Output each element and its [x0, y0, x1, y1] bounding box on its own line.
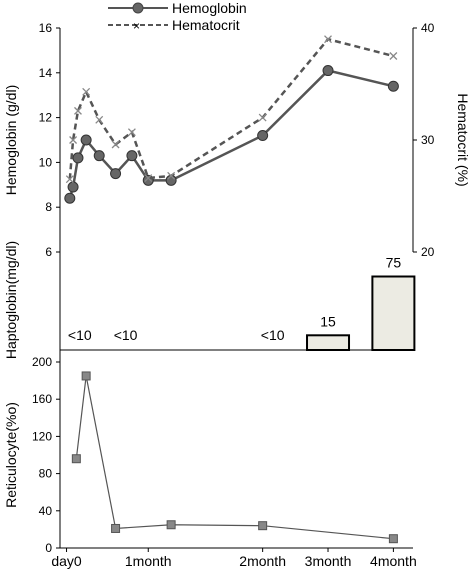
hematocrit-point [167, 171, 176, 180]
haptoglobin-below-limit-label: <10 [68, 327, 92, 343]
reticulocyte-point [71, 454, 81, 464]
left-tick-label: 10 [39, 155, 53, 169]
legend-hemoglobin-label: Hemoglobin [172, 0, 247, 16]
left-tick-label: 8 [45, 200, 52, 214]
reticulocyte-panel: 0 40 80 120 160 200 Reticulocyte(%o) day0 1mon… [3, 350, 417, 569]
x-tick-label: 1month [125, 553, 172, 569]
reticulocyte-line [75, 375, 394, 540]
hemoglobin-hematocrit-panel: 6 8 10 12 14 16 20 30 40 Hemoglobin (g/dl) Hema… [3, 21, 471, 259]
reticulocyte-point [111, 523, 121, 533]
x-tick-label: 3month [305, 553, 352, 569]
panel-a-right-ticks: 20 30 40 [413, 21, 435, 259]
haptoglobin-bar-label: 75 [386, 255, 402, 271]
hematocrit-point [74, 106, 82, 115]
haptoglobin-bar [371, 275, 416, 351]
x-tick-label: day0 [51, 553, 82, 569]
hemoglobin-axis-label: Hemoglobin (g/dl) [3, 85, 19, 196]
hematocrit-point [111, 140, 120, 149]
right-tick-label: 30 [421, 133, 435, 147]
hemoglobin-point [322, 65, 334, 77]
hematocrit-point [65, 175, 74, 184]
hematocrit-point [324, 35, 332, 44]
reticulocyte-tick-label: 80 [39, 467, 53, 481]
hemoglobin-point [126, 150, 138, 162]
hemoglobin-point [67, 181, 79, 193]
haptoglobin-bar [306, 334, 351, 351]
reticulocyte-point [258, 521, 268, 531]
haptoglobin-below-limit-label: <10 [261, 327, 285, 343]
reticulocyte-tick-label: 0 [45, 541, 52, 555]
legend-hemoglobin-marker [132, 2, 144, 14]
reticulocyte-tick-label: 160 [32, 392, 52, 406]
hematocrit-point [69, 136, 78, 144]
reticulocyte-axis-label: Reticulocyte(%o) [3, 402, 19, 508]
legend-hematocrit-marker: × [133, 19, 140, 33]
haptoglobin-bar-label: 15 [320, 313, 336, 329]
hematocrit-point [82, 87, 91, 96]
left-tick-label: 14 [39, 66, 53, 80]
haptoglobin-axis-label: Haptoglobin(mg/dl) [3, 241, 19, 359]
reticulocyte-tick-label: 40 [39, 504, 53, 518]
x-tick-label: 4month [370, 553, 417, 569]
hemoglobin-point [110, 168, 122, 180]
hemoglobin-point [72, 152, 84, 164]
panel-b-bars: <10 <10 <10 15 75 [68, 255, 416, 351]
hematocrit-point [258, 113, 267, 122]
x-tick-label: 2month [239, 553, 286, 569]
reticulocyte-point [81, 371, 91, 381]
hemoglobin-line [68, 69, 394, 199]
left-tick-label: 6 [45, 245, 52, 259]
hematocrit-point [389, 52, 398, 60]
panel-a-left-ticks: 6 8 10 12 14 16 [39, 21, 60, 259]
panel-c-series [71, 371, 398, 544]
x-axis-ticks: day0 1month 2month 3month 4month [51, 548, 417, 569]
hemoglobin-point [93, 150, 105, 162]
hemoglobin-point [387, 80, 399, 92]
haptoglobin-panel: Haptoglobin(mg/dl) <10 <10 <10 15 75 [3, 241, 416, 359]
hematocrit-axis-label: Hematocrit (%) [455, 93, 471, 186]
legend-hematocrit-label: Hematocrit [172, 17, 240, 33]
hematocrit-line [68, 37, 394, 180]
panel-a-series [64, 35, 399, 204]
right-tick-label: 40 [421, 21, 435, 35]
hematocrit-point [95, 115, 104, 124]
hemoglobin-point [64, 192, 76, 204]
reticulocyte-tick-label: 120 [32, 429, 52, 443]
reticulocyte-tick-label: 200 [32, 355, 52, 369]
haptoglobin-below-limit-label: <10 [114, 327, 138, 343]
reticulocyte-point [166, 520, 176, 530]
left-tick-label: 12 [39, 111, 53, 125]
hemoglobin-point [80, 134, 92, 146]
right-tick-label: 20 [421, 245, 435, 259]
left-tick-label: 16 [39, 21, 53, 35]
hemoglobin-point [257, 130, 269, 142]
reticulocyte-point [388, 534, 398, 544]
legend: Hemoglobin × Hematocrit [108, 0, 247, 33]
panel-c-left-ticks: 0 40 80 120 160 200 [32, 355, 60, 555]
hematocrit-point [127, 128, 136, 137]
hematocrit-point [144, 174, 153, 183]
